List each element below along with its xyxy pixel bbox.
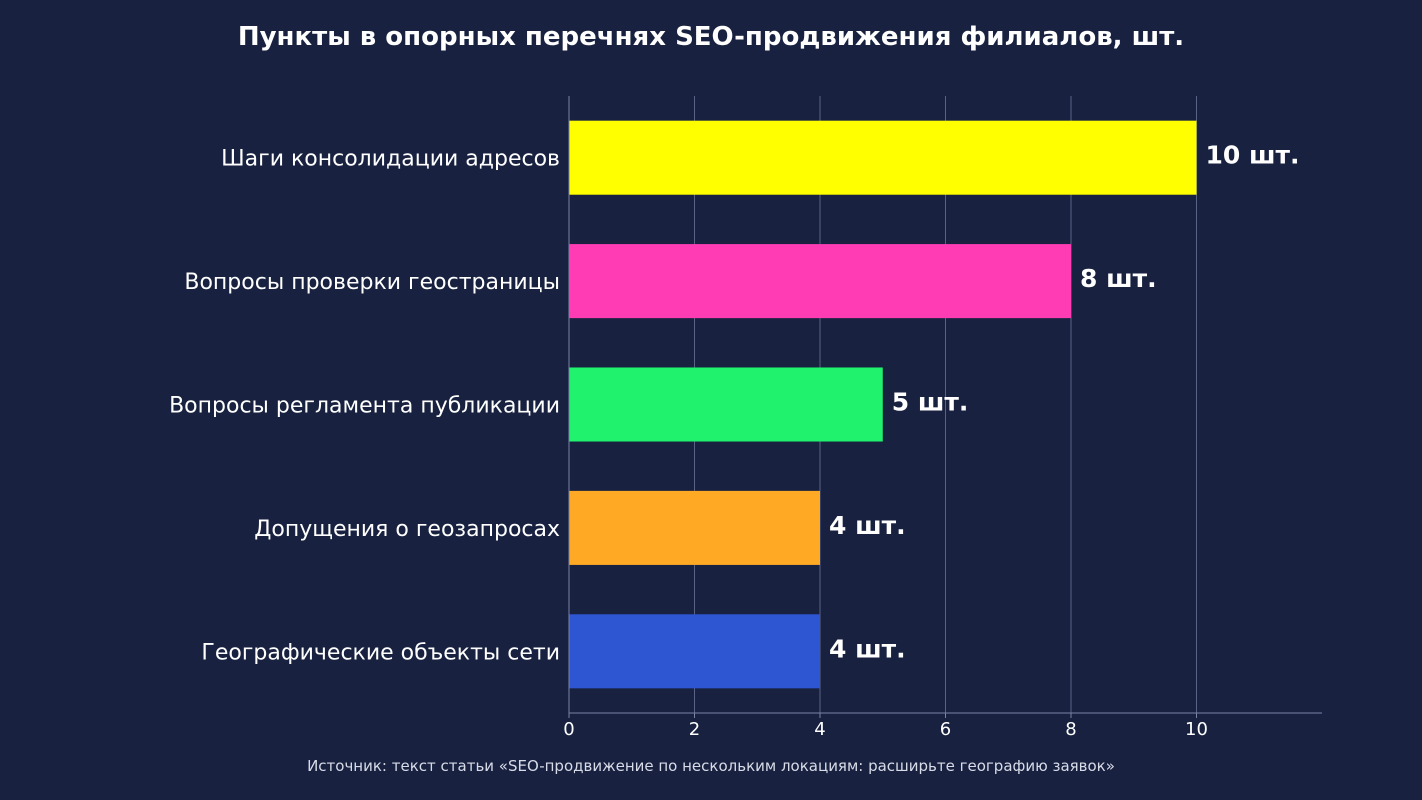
bars [569,120,1197,689]
category-label: Допущения о геозапросах [254,517,560,542]
bar [569,614,820,689]
category-label: Вопросы регламента публикации [169,394,560,419]
x-tick-label: 8 [1065,719,1076,740]
x-tick-label: 4 [814,719,825,740]
bar [569,120,1197,195]
source-note: Источник: текст статьи «SEO-продвижение … [307,757,1115,775]
value-label: 4 шт. [829,634,906,663]
bar [569,244,1071,319]
value-label: 10 шт. [1206,141,1300,170]
category-label: Географические объекты сети [201,640,560,665]
category-label: Шаги консолидации адресов [221,147,560,172]
value-label: 8 шт. [1080,264,1157,293]
category-labels: Шаги консолидации адресов Вопросы проверк… [169,147,560,666]
bar [569,490,820,565]
x-tick-label: 10 [1185,719,1208,740]
category-label: Вопросы проверки геостраницы [184,270,560,295]
value-labels: 10 шт. 8 шт. 5 шт. 4 шт. 4 шт. [829,141,1300,664]
bar [569,367,883,442]
x-tick-label: 2 [689,719,700,740]
value-label: 4 шт. [829,511,906,540]
x-axis: 0 2 4 6 8 10 [563,96,1322,740]
chart-title: Пункты в опорных перечнях SEO-продвижени… [237,22,1185,52]
x-tick-label: 6 [940,719,951,740]
x-tick-label: 0 [563,719,574,740]
value-label: 5 шт. [892,388,969,417]
